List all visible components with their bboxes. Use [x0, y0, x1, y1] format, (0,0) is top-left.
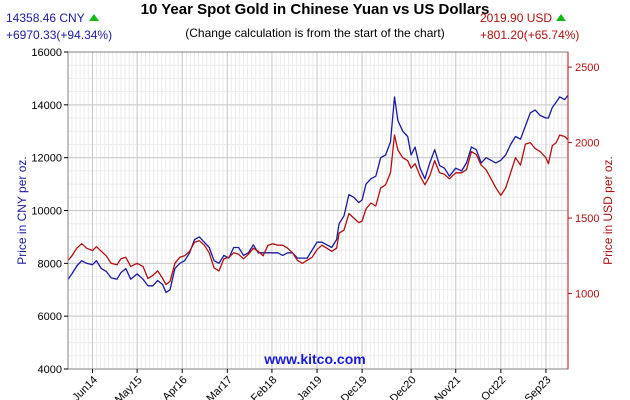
y-right-tick-label: 2500 — [575, 62, 599, 74]
x-tick-label: Sep23 — [523, 374, 554, 400]
x-tick-label: Dec19 — [339, 374, 370, 400]
x-tick-label: Oct22 — [479, 374, 508, 400]
y-right-axis-title: Price in USD per oz. — [601, 156, 615, 265]
cny-price-readout: 14358.46 CNY — [6, 11, 99, 25]
x-tick-label: Nov21 — [432, 374, 463, 400]
x-tick-label: Apr16 — [161, 374, 190, 400]
usd-price-readout: 2019.90 USD — [480, 11, 567, 25]
chart-title: 10 Year Spot Gold in Chinese Yuan vs US … — [140, 1, 490, 18]
y-left-tick-label: 6000 — [38, 311, 62, 323]
x-tick-label: Feb18 — [249, 374, 280, 400]
usd-change: +801.20(+65.74%) — [480, 28, 580, 42]
y-left-tick-label: 4000 — [38, 364, 62, 376]
x-tick-label: Jan19 — [295, 374, 325, 400]
y-right-tick-label: 1000 — [575, 289, 599, 301]
usd-price: 2019.90 USD — [480, 11, 553, 25]
series-line-usd — [67, 134, 569, 286]
y-left-tick-label: 8000 — [38, 258, 62, 270]
cny-price: 14358.46 CNY — [6, 11, 85, 25]
x-tick-label: Jun14 — [70, 374, 100, 400]
x-tick-label: Dec20 — [388, 374, 419, 400]
y-left-axis-title: Price in CNY per oz. — [15, 156, 29, 265]
x-tick-label: May15 — [113, 374, 145, 400]
y-right-tick-label: 1500 — [575, 213, 599, 225]
cny-change: +6970.33(+94.34%) — [6, 28, 113, 42]
y-left-tick-label: 16000 — [31, 47, 62, 59]
y-left-tick-label: 14000 — [31, 100, 62, 112]
x-tick-label: Mar17 — [204, 374, 235, 400]
up-arrow-icon — [88, 14, 99, 21]
chart-subtitle: (Change calculation is from the start of… — [185, 26, 445, 40]
y-left-tick-label: 10000 — [31, 206, 62, 218]
y-right-tick-label: 2000 — [575, 138, 599, 150]
series-line-cny — [67, 94, 569, 294]
up-arrow-icon — [556, 14, 567, 21]
source-link[interactable]: www.kitco.com — [264, 351, 366, 367]
y-left-tick-label: 12000 — [31, 153, 62, 165]
